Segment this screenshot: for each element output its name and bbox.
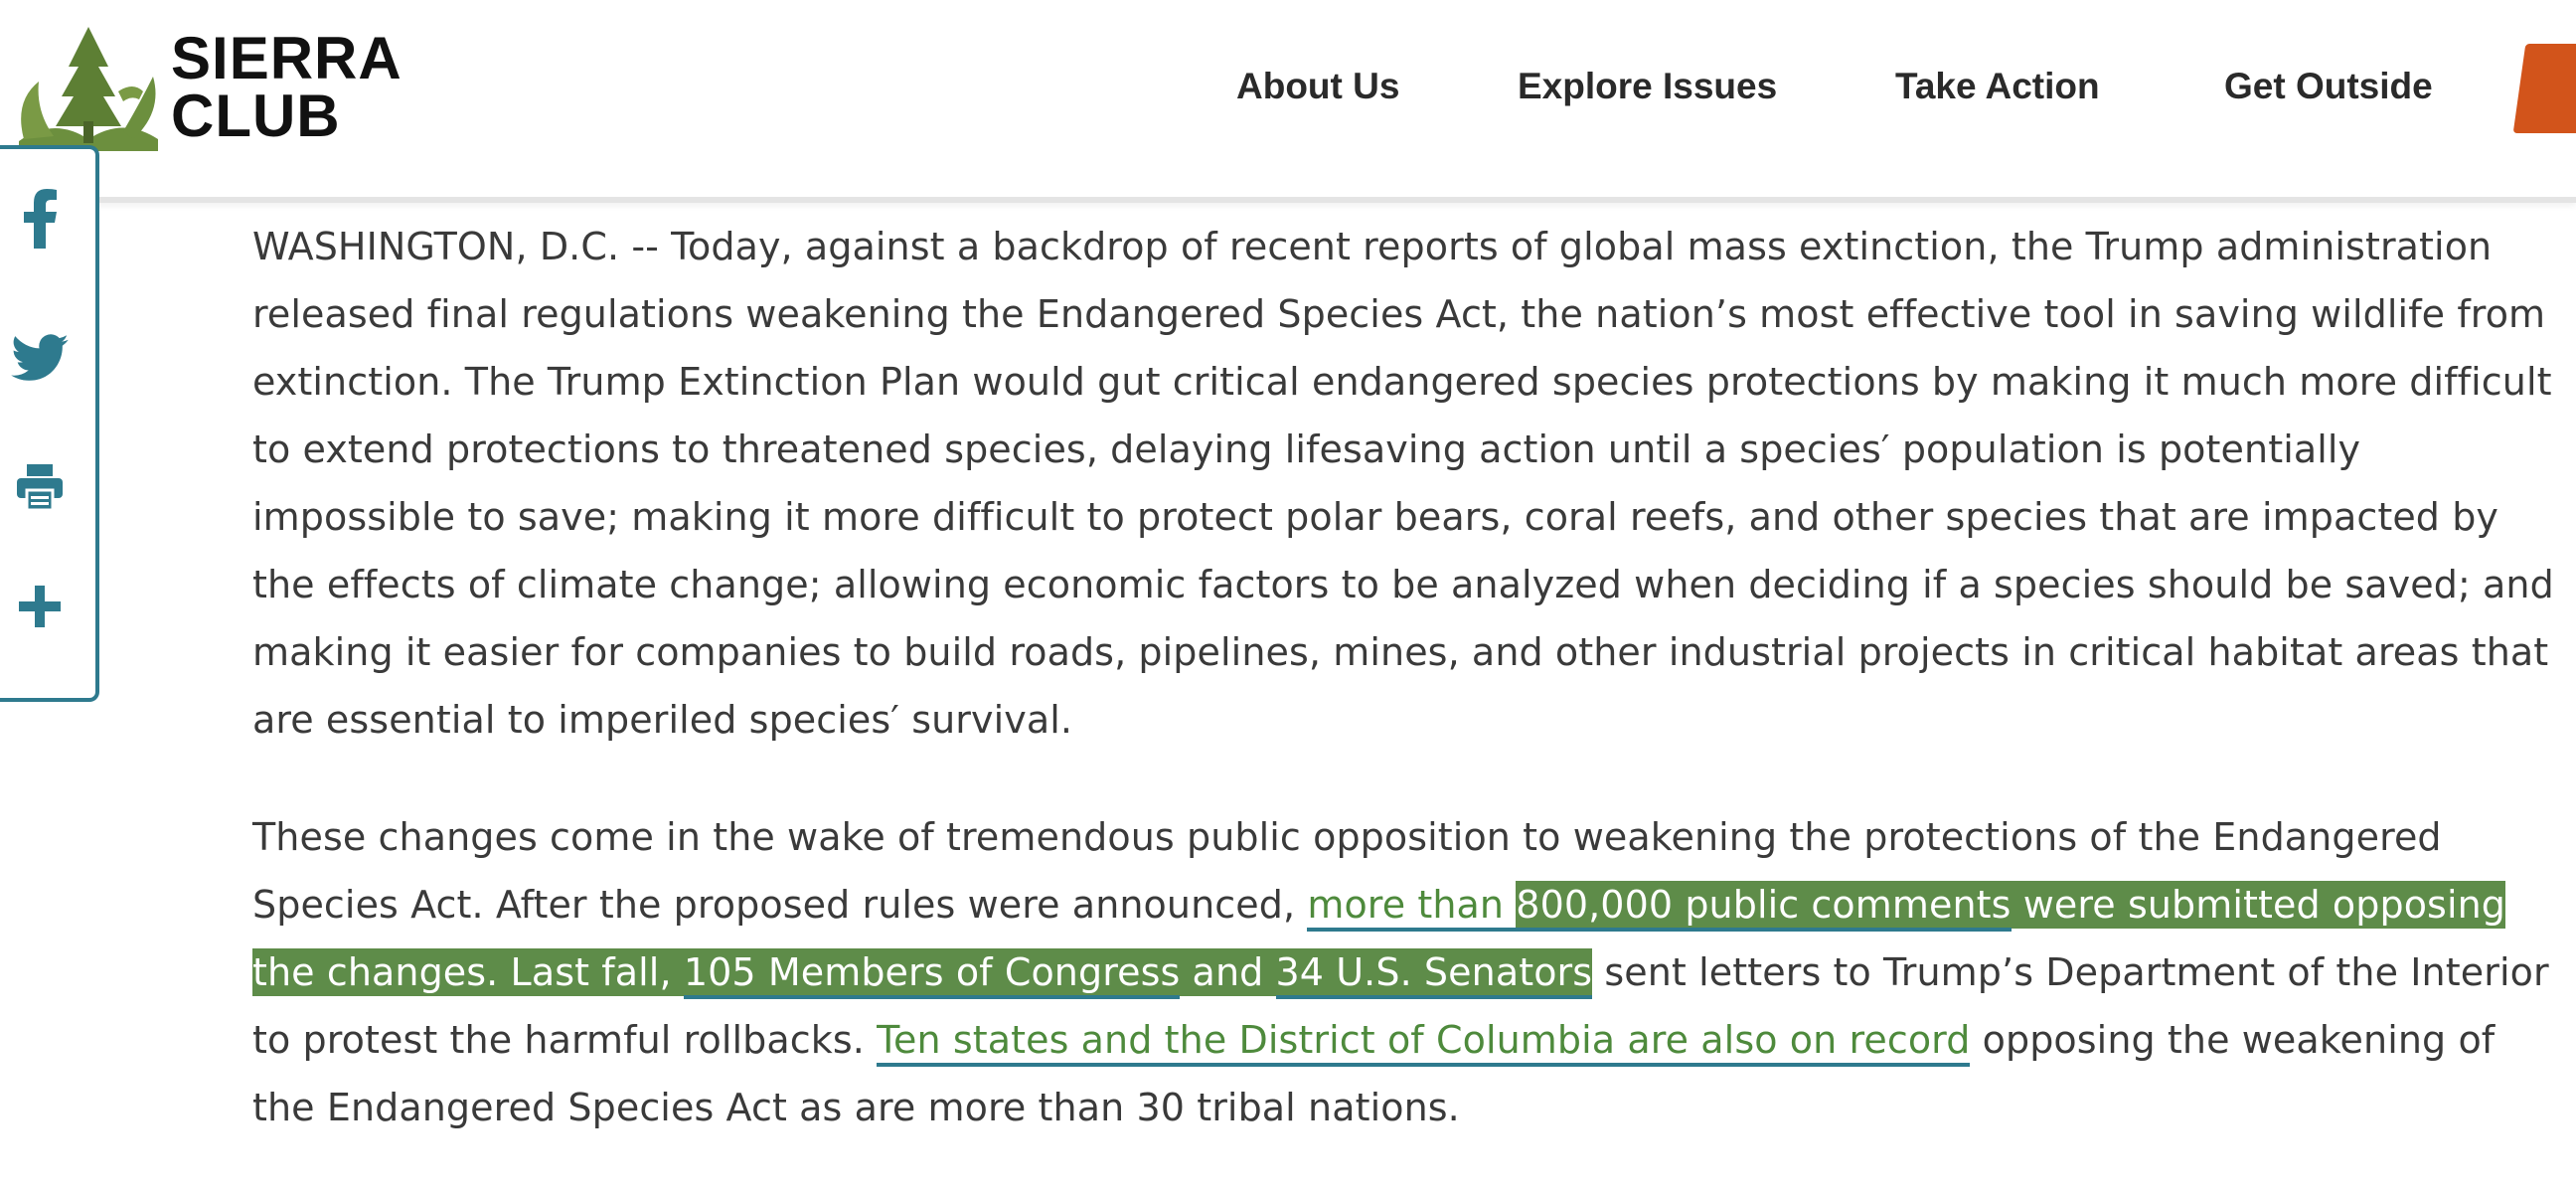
plus-icon	[19, 586, 61, 627]
print-button[interactable]	[0, 447, 89, 527]
share-sidebar	[0, 145, 99, 702]
share-facebook-button[interactable]	[0, 179, 89, 258]
facebook-icon	[24, 189, 57, 249]
nav-take-action[interactable]: Take Action	[1895, 66, 2100, 106]
link-states-on-record[interactable]: Ten states and the District of Columbia …	[877, 1018, 1971, 1067]
article-paragraph-1: WASHINGTON, D.C. -- Today, against a bac…	[252, 225, 2554, 742]
tree-logo-icon	[19, 27, 158, 151]
brand-line-1: SIERRA	[171, 25, 402, 91]
brand-line-2: CLUB	[171, 83, 341, 149]
article-paragraph-2: These changes come in the wake of tremen…	[252, 803, 2558, 1141]
link-us-senators[interactable]: 34 U.S. Senators	[1275, 950, 1593, 999]
sierra-club-logo[interactable]: SIERRA CLUB	[14, 22, 402, 151]
twitter-icon	[11, 334, 69, 381]
para2-text-a: These changes come in the wake of tremen…	[252, 815, 2442, 927]
para2-text-e: opposing the weakening of the Endangered…	[252, 1018, 2496, 1129]
nav-get-outside[interactable]: Get Outside	[2224, 66, 2433, 106]
donate-button[interactable]	[2512, 44, 2576, 133]
nav-about-us[interactable]: About Us	[1236, 66, 1400, 106]
link-members-of-congress[interactable]: 105 Members of Congress	[683, 950, 1181, 999]
para2-text-b: were submitted opposing the changes. Las…	[252, 883, 2506, 994]
para2-text-d: sent letters to Trump’s Department of th…	[252, 950, 2549, 1062]
brand-wordmark: SIERRA CLUB	[171, 25, 402, 149]
article-body: WASHINGTON, D.C. -- Today, against a bac…	[252, 213, 2558, 1141]
share-more-button[interactable]	[0, 567, 89, 646]
nav-explore-issues[interactable]: Explore Issues	[1518, 66, 1778, 106]
link-public-comments[interactable]: 800,000 public comments	[1516, 883, 2012, 932]
site-header: SIERRA CLUB About Us Explore Issues Take…	[0, 0, 2576, 203]
link-public-comments-lead[interactable]: more than	[1307, 883, 1517, 932]
print-icon	[17, 464, 63, 510]
para2-text-c: and	[1180, 950, 1276, 994]
share-twitter-button[interactable]	[0, 318, 89, 398]
